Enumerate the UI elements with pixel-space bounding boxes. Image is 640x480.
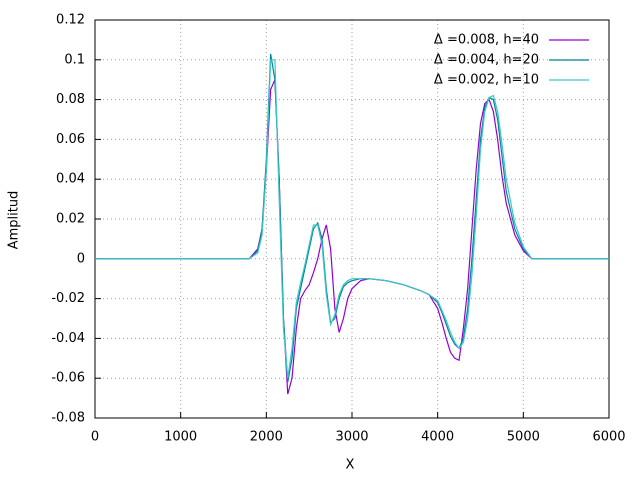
y-tick-label: -0.06 [51,371,85,386]
legend-label: Δ =0.008, h=40 [434,33,539,48]
legend-label: Δ =0.002, h=10 [434,73,539,88]
y-tick-label: 0.08 [56,92,85,107]
y-tick-label: -0.02 [51,291,85,306]
y-tick-label: 0.1 [64,52,85,67]
y-axis-label: Amplitud [7,191,22,250]
plot-border [94,19,610,419]
y-tick-label: 0.12 [56,13,85,28]
x-tick-label: 1000 [164,430,197,445]
y-tick-label: 0.04 [56,172,85,187]
x-tick-label: 3000 [335,430,368,445]
x-tick-label: 6000 [592,430,625,445]
x-tick-label: 0 [91,430,99,445]
legend-label: Δ =0.004, h=20 [434,53,539,68]
y-tick-label: 0 [77,251,85,266]
x-tick-label: 2000 [250,430,283,445]
y-tick-label: 0.06 [56,132,85,147]
y-tick-label: 0.02 [56,212,85,227]
data-line [95,59,609,379]
y-tick-label: -0.08 [51,411,85,426]
x-tick-label: 4000 [421,430,454,445]
x-axis-label: X [346,458,355,473]
x-tick-label: 5000 [507,430,540,445]
y-tick-label: -0.04 [51,331,85,346]
